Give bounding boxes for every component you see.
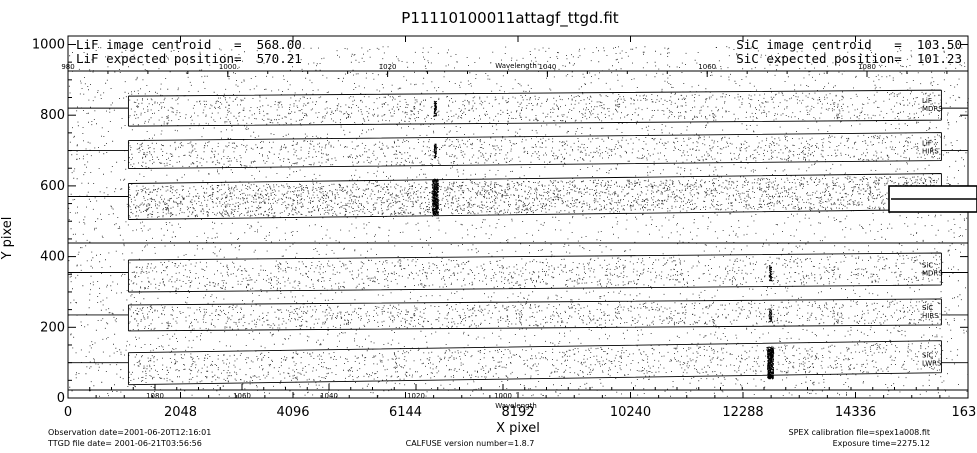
x-axis: 0 2048 4096 6144 8192 10240 12288 14336 1638 [64, 36, 977, 420]
exposure-time: Exposure time=2275.12 [833, 439, 930, 448]
aperture-lif-hirs [127, 132, 942, 169]
top-wavelength-tick-label: 1020 [379, 63, 397, 71]
bottom-wavelength-tick-label: 1080 [146, 392, 164, 400]
aperture-labels: LiFMDRSLiFHIRSLiFLWRSSiCMDRSSiCHIRSSiCLW… [922, 97, 943, 368]
aperture-name-label: HIRS [922, 148, 939, 156]
aperture-detector-label: SiC [922, 262, 933, 270]
noise-dots [68, 46, 969, 397]
aperture-lif-lwrs [127, 173, 942, 220]
y-tick-label: 600 [40, 179, 65, 194]
x-tick-label: 12288 [722, 405, 763, 420]
y-tick-label: 800 [40, 108, 65, 123]
lif-expected-text: LiF expected position= 570.21 [76, 51, 302, 66]
aperture-name-label: LWRS [922, 360, 942, 368]
bottom-wavelength-tick-label: 1000 [494, 392, 512, 400]
x-tick-label: 0 [64, 405, 72, 420]
chart-title: P11110100011attagf_ttgd.fit [401, 9, 618, 28]
aperture-detector-label: SiC [922, 352, 933, 360]
aperture-detector-label: SiC [922, 304, 933, 312]
y-tick-label: 400 [40, 250, 65, 265]
y-axis: 0 200 400 600 800 1000 [32, 37, 968, 406]
aperture-detector-label: LiF [922, 97, 932, 105]
top-wavelength-tick-label: 980 [61, 63, 74, 71]
top-wavelength-tick-label: 1080 [858, 63, 876, 71]
x-axis-label: X pixel [496, 421, 540, 436]
aperture-name-label: MDRS [922, 105, 943, 113]
ttgd-file-date: TTGD file date= 2001-06-21T03:56:56 [47, 439, 202, 448]
aperture-sic-mdrs [127, 252, 942, 293]
aperture-lif-mdrs [127, 89, 942, 127]
plot-frame [67, 35, 969, 399]
observation-date: Observation date=2001-06-20T12:16:01 [48, 428, 211, 437]
x-tick-label: 6144 [389, 405, 422, 420]
spex-calibration-file: SPEX calibration file=spex1a008.fit [789, 428, 931, 437]
y-tick-label: 1000 [32, 37, 65, 52]
x-tick-label: 1638 [951, 405, 977, 420]
bottom-wavelength-label: Wavelength [495, 402, 537, 410]
lif-centroid-text: LiF image centroid = 568.00 [76, 37, 302, 52]
calfuse-version: CALFUSE version number=1.8.7 [406, 439, 535, 448]
aperture-detector-label: LiF [922, 140, 932, 148]
top-wavelength-tick-label: 1000 [219, 63, 237, 71]
x-tick-label: 2048 [164, 405, 197, 420]
centroid-marker [888, 185, 977, 213]
aperture-name-label: MDRS [922, 270, 943, 278]
bottom-wavelength-tick-label: 1040 [320, 392, 338, 400]
aperture-sic-lwrs [127, 340, 942, 386]
emission-line-2 [767, 265, 774, 380]
top-wavelength-axis: 980 1000 1020 1040 1060 1080 [61, 63, 968, 77]
x-tick-label: 8192 [501, 405, 534, 420]
aperture-boundaries [68, 89, 968, 386]
top-wavelength-label: Wavelength [495, 62, 537, 70]
bottom-wavelength-tick-label: 1020 [407, 392, 425, 400]
y-tick-label: 200 [40, 320, 65, 335]
emission-line-1 [432, 100, 439, 216]
top-wavelength-tick-label: 1040 [538, 63, 556, 71]
photon-events [68, 46, 969, 397]
bottom-wavelength-axis: 1080 1060 1040 1020 1000 [67, 384, 968, 400]
sic-centroid-text: SiC image centroid = 103.50 [736, 37, 962, 52]
top-wavelength-tick-label: 1060 [698, 63, 716, 71]
aperture-sic-hirs [127, 298, 942, 332]
x-tick-label: 10240 [610, 405, 651, 420]
y-axis-label: Y pixel [0, 217, 15, 261]
x-tick-label: 4096 [276, 405, 309, 420]
x-tick-label: 14336 [835, 405, 876, 420]
y-tick-label: 0 [57, 391, 65, 406]
aperture-name-label: HIRS [922, 312, 939, 320]
sic-expected-text: SiC expected position= 101.23 [736, 51, 962, 66]
bottom-wavelength-tick-label: 1060 [233, 392, 251, 400]
